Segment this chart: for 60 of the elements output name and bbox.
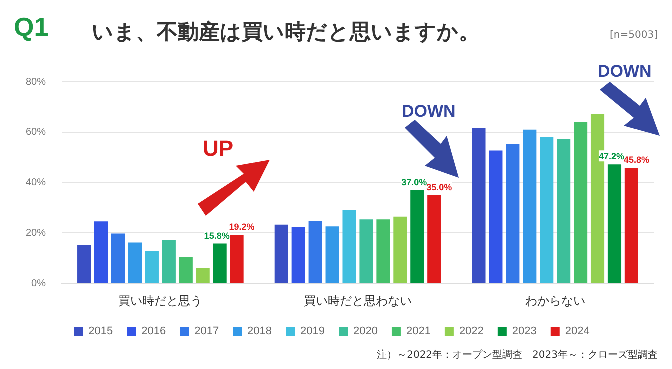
legend-label: 2015 (88, 326, 114, 338)
legend-label: 2016 (142, 326, 166, 338)
y-tick-label: 80% (26, 76, 46, 88)
bar (410, 190, 424, 284)
annotation: DOWN (402, 102, 456, 122)
bar (523, 130, 537, 284)
bar (292, 227, 306, 284)
bar (557, 138, 571, 284)
chart-subtitle: いま、不動産は買い時だと思いますか。 (92, 19, 480, 46)
bar (506, 144, 520, 284)
annotation: UP (203, 136, 234, 162)
x-tick-label: 買い時だと思わない (304, 294, 412, 308)
bar (213, 244, 227, 284)
legend-label: 2022 (459, 326, 484, 338)
data-label: 15.8% (204, 230, 230, 241)
legend-label: 2023 (512, 326, 537, 338)
bar (326, 226, 340, 284)
text: DOWN (598, 62, 652, 82)
data-label: 45.8% (624, 155, 650, 166)
bar (489, 150, 503, 284)
bar (624, 168, 638, 284)
bar (608, 164, 622, 284)
bar (308, 221, 322, 284)
data-label: 37.0% (402, 177, 428, 188)
y-tick-label: 60% (26, 127, 46, 138)
bar (540, 137, 554, 284)
bar (196, 268, 210, 284)
bar (162, 240, 176, 284)
bar (360, 220, 374, 284)
bar (342, 210, 356, 284)
text: [n=5003] (610, 30, 658, 41)
y-tick-label: 40% (26, 178, 46, 189)
y-tick-label: 20% (26, 228, 46, 239)
bar (472, 128, 486, 284)
bar (230, 235, 244, 284)
bar (179, 257, 193, 284)
data-label: 35.0% (426, 182, 452, 192)
bar (128, 242, 142, 284)
bar (78, 246, 92, 284)
legend-label: 2020 (354, 326, 378, 338)
bar (94, 222, 108, 284)
text: 注）～2022年：オープン型調査 2023年～：クローズ型調査 (377, 348, 658, 362)
bar (274, 224, 288, 284)
legend-label: 2019 (300, 326, 326, 338)
bar (574, 122, 588, 284)
chart-title: Q1 (14, 12, 49, 43)
x-tick-label: 買い時だと思う (118, 294, 203, 308)
data-label: 47.2% (598, 152, 624, 162)
bar (428, 195, 442, 284)
bar (376, 220, 390, 284)
bar (111, 234, 126, 284)
bar (145, 251, 159, 284)
legend-label: 2021 (406, 326, 431, 338)
data-label: 19.2% (229, 222, 255, 232)
legend-label: 2024 (565, 326, 590, 338)
legend-label: 2017 (194, 326, 220, 338)
x-tick-label: わからない (525, 294, 586, 308)
y-tick-label: 0% (32, 278, 46, 290)
bar (394, 216, 408, 284)
legend-label: 2018 (248, 326, 272, 338)
